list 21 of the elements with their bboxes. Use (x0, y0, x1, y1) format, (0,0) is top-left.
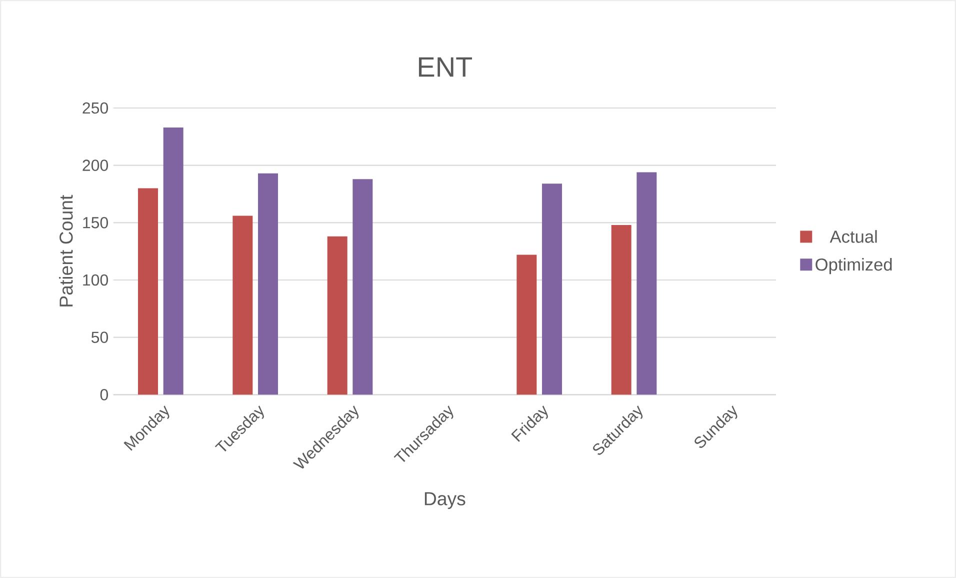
y-tick-label: 200 (82, 160, 108, 171)
y-tick-label: 250 (82, 102, 108, 114)
y-axis-title: Patient Count (59, 194, 73, 306)
bar (542, 184, 562, 395)
x-axis-title: Days (424, 492, 466, 510)
bar (232, 216, 253, 395)
chart-title: ENT (418, 57, 472, 77)
bar (636, 172, 657, 395)
legend-label: Actual (830, 230, 877, 243)
bar (258, 173, 278, 395)
y-tick-label: 50 (91, 332, 108, 343)
y-tick-label: 100 (83, 274, 108, 286)
bar (138, 188, 158, 395)
bar (516, 254, 537, 395)
bar (352, 179, 373, 395)
bar (611, 224, 632, 395)
legend-label: Optimized (816, 258, 892, 274)
y-tick-label: 0 (100, 389, 108, 400)
bar (163, 127, 184, 395)
bar (327, 236, 348, 395)
y-tick-label: 150 (83, 217, 108, 228)
